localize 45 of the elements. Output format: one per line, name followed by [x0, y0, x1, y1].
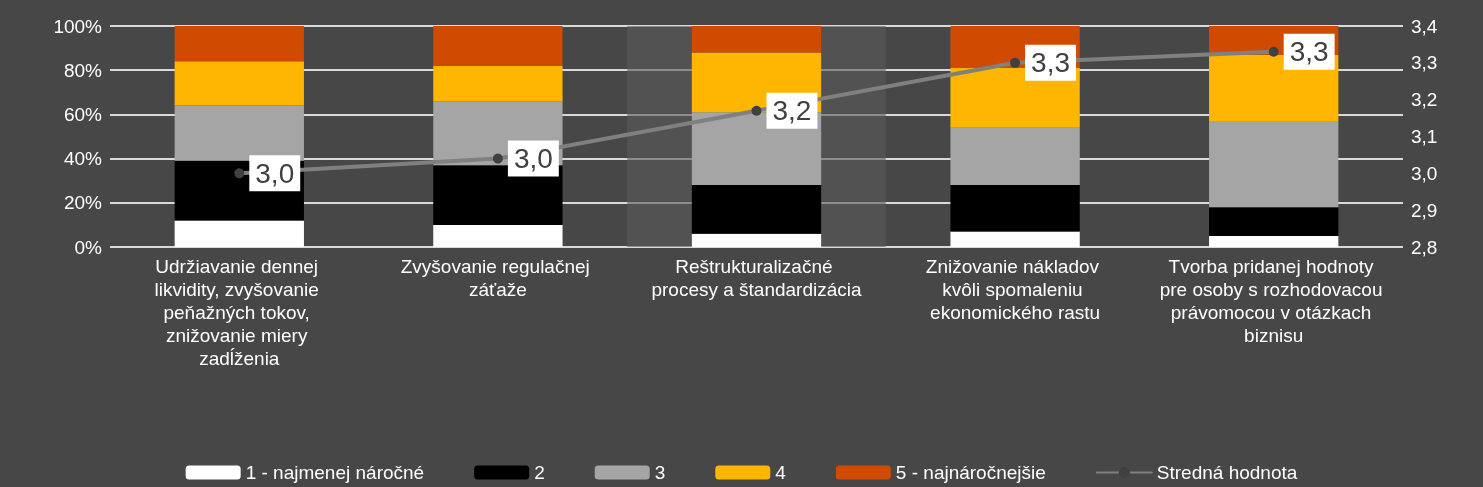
bar: [433, 26, 563, 66]
y2-tick-label: 3,2: [1411, 89, 1438, 111]
data-label: 3,3: [1031, 47, 1071, 79]
data-label: 3,3: [1289, 36, 1329, 68]
legend-label: 2: [534, 462, 545, 483]
x-tick-label: Udržiavanie dennej likvidity, zvyšovanie peňažných tokov, znižovanie miery zadĺženia: [154, 256, 325, 369]
bar: [691, 26, 822, 53]
y-tick-label: 80%: [63, 59, 103, 81]
legend-label: 5 - najnáročnejšie: [895, 462, 1046, 483]
bar: [1209, 207, 1339, 236]
legend-label: 1 - najmenej náročné: [245, 462, 425, 483]
bar: [433, 224, 563, 247]
legend-label: 4: [775, 462, 787, 483]
y-tick-label: 20%: [63, 192, 103, 214]
data-label: 3,2: [772, 95, 812, 127]
y2-tick-label: 2,8: [1411, 236, 1438, 258]
x-tick-label: Zvyšovanie regulačnej záťaže: [400, 256, 596, 300]
x-tick-label: Reštrukturalizačné procesy a štandardizácia: [651, 256, 863, 300]
data-label: 3,0: [255, 157, 295, 189]
bar: [1209, 121, 1339, 208]
bar: [1209, 235, 1339, 247]
x-tick-label: Tvorba pridanej hodnoty pre osoby s rozhodovacou právomocou v otázkach biznisu: [1159, 256, 1388, 346]
y-tick-label: 60%: [63, 103, 103, 125]
y2-tick-label: 3,4: [1411, 15, 1438, 37]
y2-tick-label: 3,0: [1411, 162, 1438, 184]
bar: [174, 220, 304, 247]
bar: [433, 65, 563, 102]
bar: [950, 127, 1080, 186]
y2-tick-label: 2,9: [1411, 199, 1438, 221]
bar: [174, 105, 304, 161]
y2-tick-label: 3,3: [1411, 52, 1438, 74]
y-tick-label: 40%: [63, 148, 103, 170]
y-tick-label: 100%: [53, 15, 103, 37]
bar: [950, 231, 1080, 247]
bar: [691, 233, 822, 247]
x-tick-label: Znižovanie nákladov kvôli spomaleniu ekonomického rastu: [925, 256, 1105, 323]
legend-label: Stredná hodnota: [1156, 462, 1298, 483]
y2-tick-label: 3,1: [1411, 126, 1438, 147]
legend-label: 3: [654, 462, 666, 483]
bar: [691, 185, 822, 234]
y-tick-label: 0%: [74, 236, 103, 258]
bar: [950, 185, 1080, 232]
bar: [174, 26, 304, 62]
data-label: 3,0: [513, 143, 553, 175]
bar: [174, 61, 304, 106]
